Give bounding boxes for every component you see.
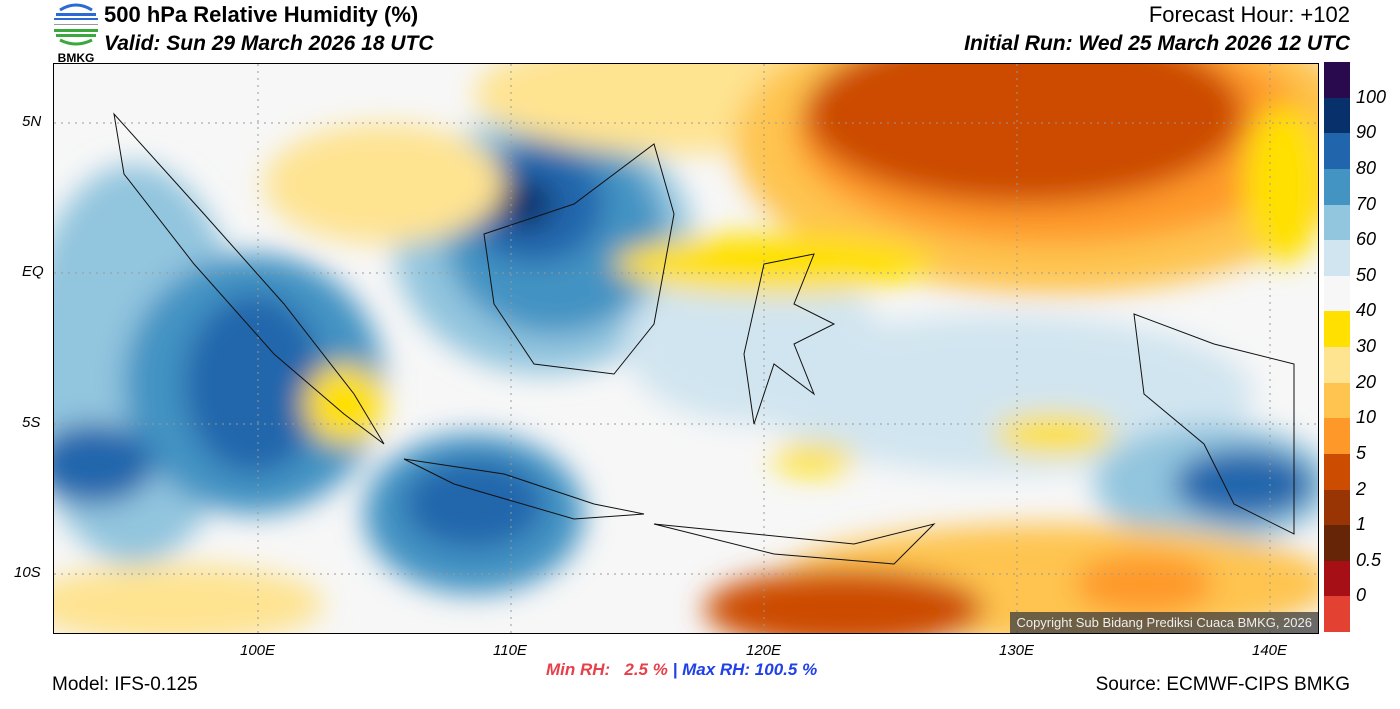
colorbar-label: 10	[1356, 407, 1377, 428]
colorbar-label: 30	[1356, 336, 1377, 356]
colorbar-segment	[1324, 596, 1350, 632]
humidity-field	[54, 64, 1318, 633]
colorbar-label: 100	[1356, 86, 1387, 107]
lat-tick-eq: EQ	[22, 263, 44, 280]
colorbar-label: 90	[1356, 122, 1377, 143]
bmkg-logo-icon	[54, 3, 98, 46]
rh-extremes: Min RH: 2.5 % | Max RH: 100.5 %	[546, 660, 817, 680]
colorbar-segment	[1324, 560, 1350, 597]
colorbar-label: 20	[1356, 371, 1377, 392]
colorbar-label: 50	[1356, 264, 1377, 285]
source-label: Source: ECMWF-CIPS BMKG	[1095, 674, 1350, 695]
colorbar-label: 1	[1356, 514, 1367, 535]
colorbar-segment	[1324, 204, 1350, 241]
lat-tick-5n: 5N	[22, 113, 42, 130]
model-label: Model: IFS-0.125	[52, 674, 198, 695]
colorbar-segment	[1324, 97, 1350, 134]
colorbar-segment	[1324, 311, 1350, 347]
colorbar-label: 0	[1356, 585, 1367, 606]
min-rh: Min RH: 2.5 %	[546, 660, 668, 679]
colorbar	[1324, 62, 1350, 632]
colorbar-label: 2	[1356, 478, 1367, 499]
colorbar-segment	[1324, 133, 1350, 169]
forecast-hour: Forecast Hour: +102	[1148, 2, 1350, 27]
colorbar-label: 5	[1356, 442, 1367, 463]
colorbar-segment	[1324, 168, 1350, 205]
colorbar-segment	[1324, 453, 1350, 490]
lon-tick-140e: 140E	[1252, 642, 1288, 659]
humidity-map: Copyright Sub Bidang Prediksi Cuaca BMKG…	[53, 63, 1319, 634]
colorbar-label: 80	[1356, 157, 1377, 178]
colorbar-segment	[1324, 418, 1350, 454]
lon-tick-100e: 100E	[240, 642, 276, 659]
lon-tick-120e: 120E	[746, 642, 782, 659]
lon-tick-110e: 110E	[493, 642, 527, 659]
colorbar-segment	[1324, 525, 1350, 561]
colorbar-segment	[1324, 240, 1350, 276]
valid-time: Valid: Sun 29 March 2026 18 UTC	[104, 32, 434, 55]
colorbar-segment	[1324, 489, 1350, 526]
chart-title: 500 hPa Relative Humidity (%)	[104, 2, 419, 27]
logo-text: BMKG	[57, 51, 95, 65]
colorbar-label: 70	[1356, 193, 1377, 214]
colorbar-label: 40	[1356, 300, 1377, 321]
colorbar-segment	[1324, 275, 1350, 312]
initial-run: Initial Run: Wed 25 March 2026 12 UTC	[964, 32, 1350, 55]
lat-tick-5s: 5S	[22, 414, 41, 431]
copyright-label: Copyright Sub Bidang Prediksi Cuaca BMKG…	[1010, 612, 1318, 633]
colorbar-label: 60	[1356, 229, 1377, 250]
max-rh: | Max RH: 100.5 %	[672, 660, 818, 679]
colorbar-segment	[1324, 382, 1350, 419]
colorbar-label: 0.5	[1356, 549, 1382, 570]
coastlines	[113, 112, 1295, 565]
colorbar-segment	[1324, 62, 1350, 98]
lat-tick-10s: 10S	[14, 564, 41, 581]
lon-tick-130e: 130E	[999, 642, 1035, 659]
colorbar-segment	[1324, 347, 1350, 383]
bmkg-logo: BMKG	[52, 2, 100, 65]
